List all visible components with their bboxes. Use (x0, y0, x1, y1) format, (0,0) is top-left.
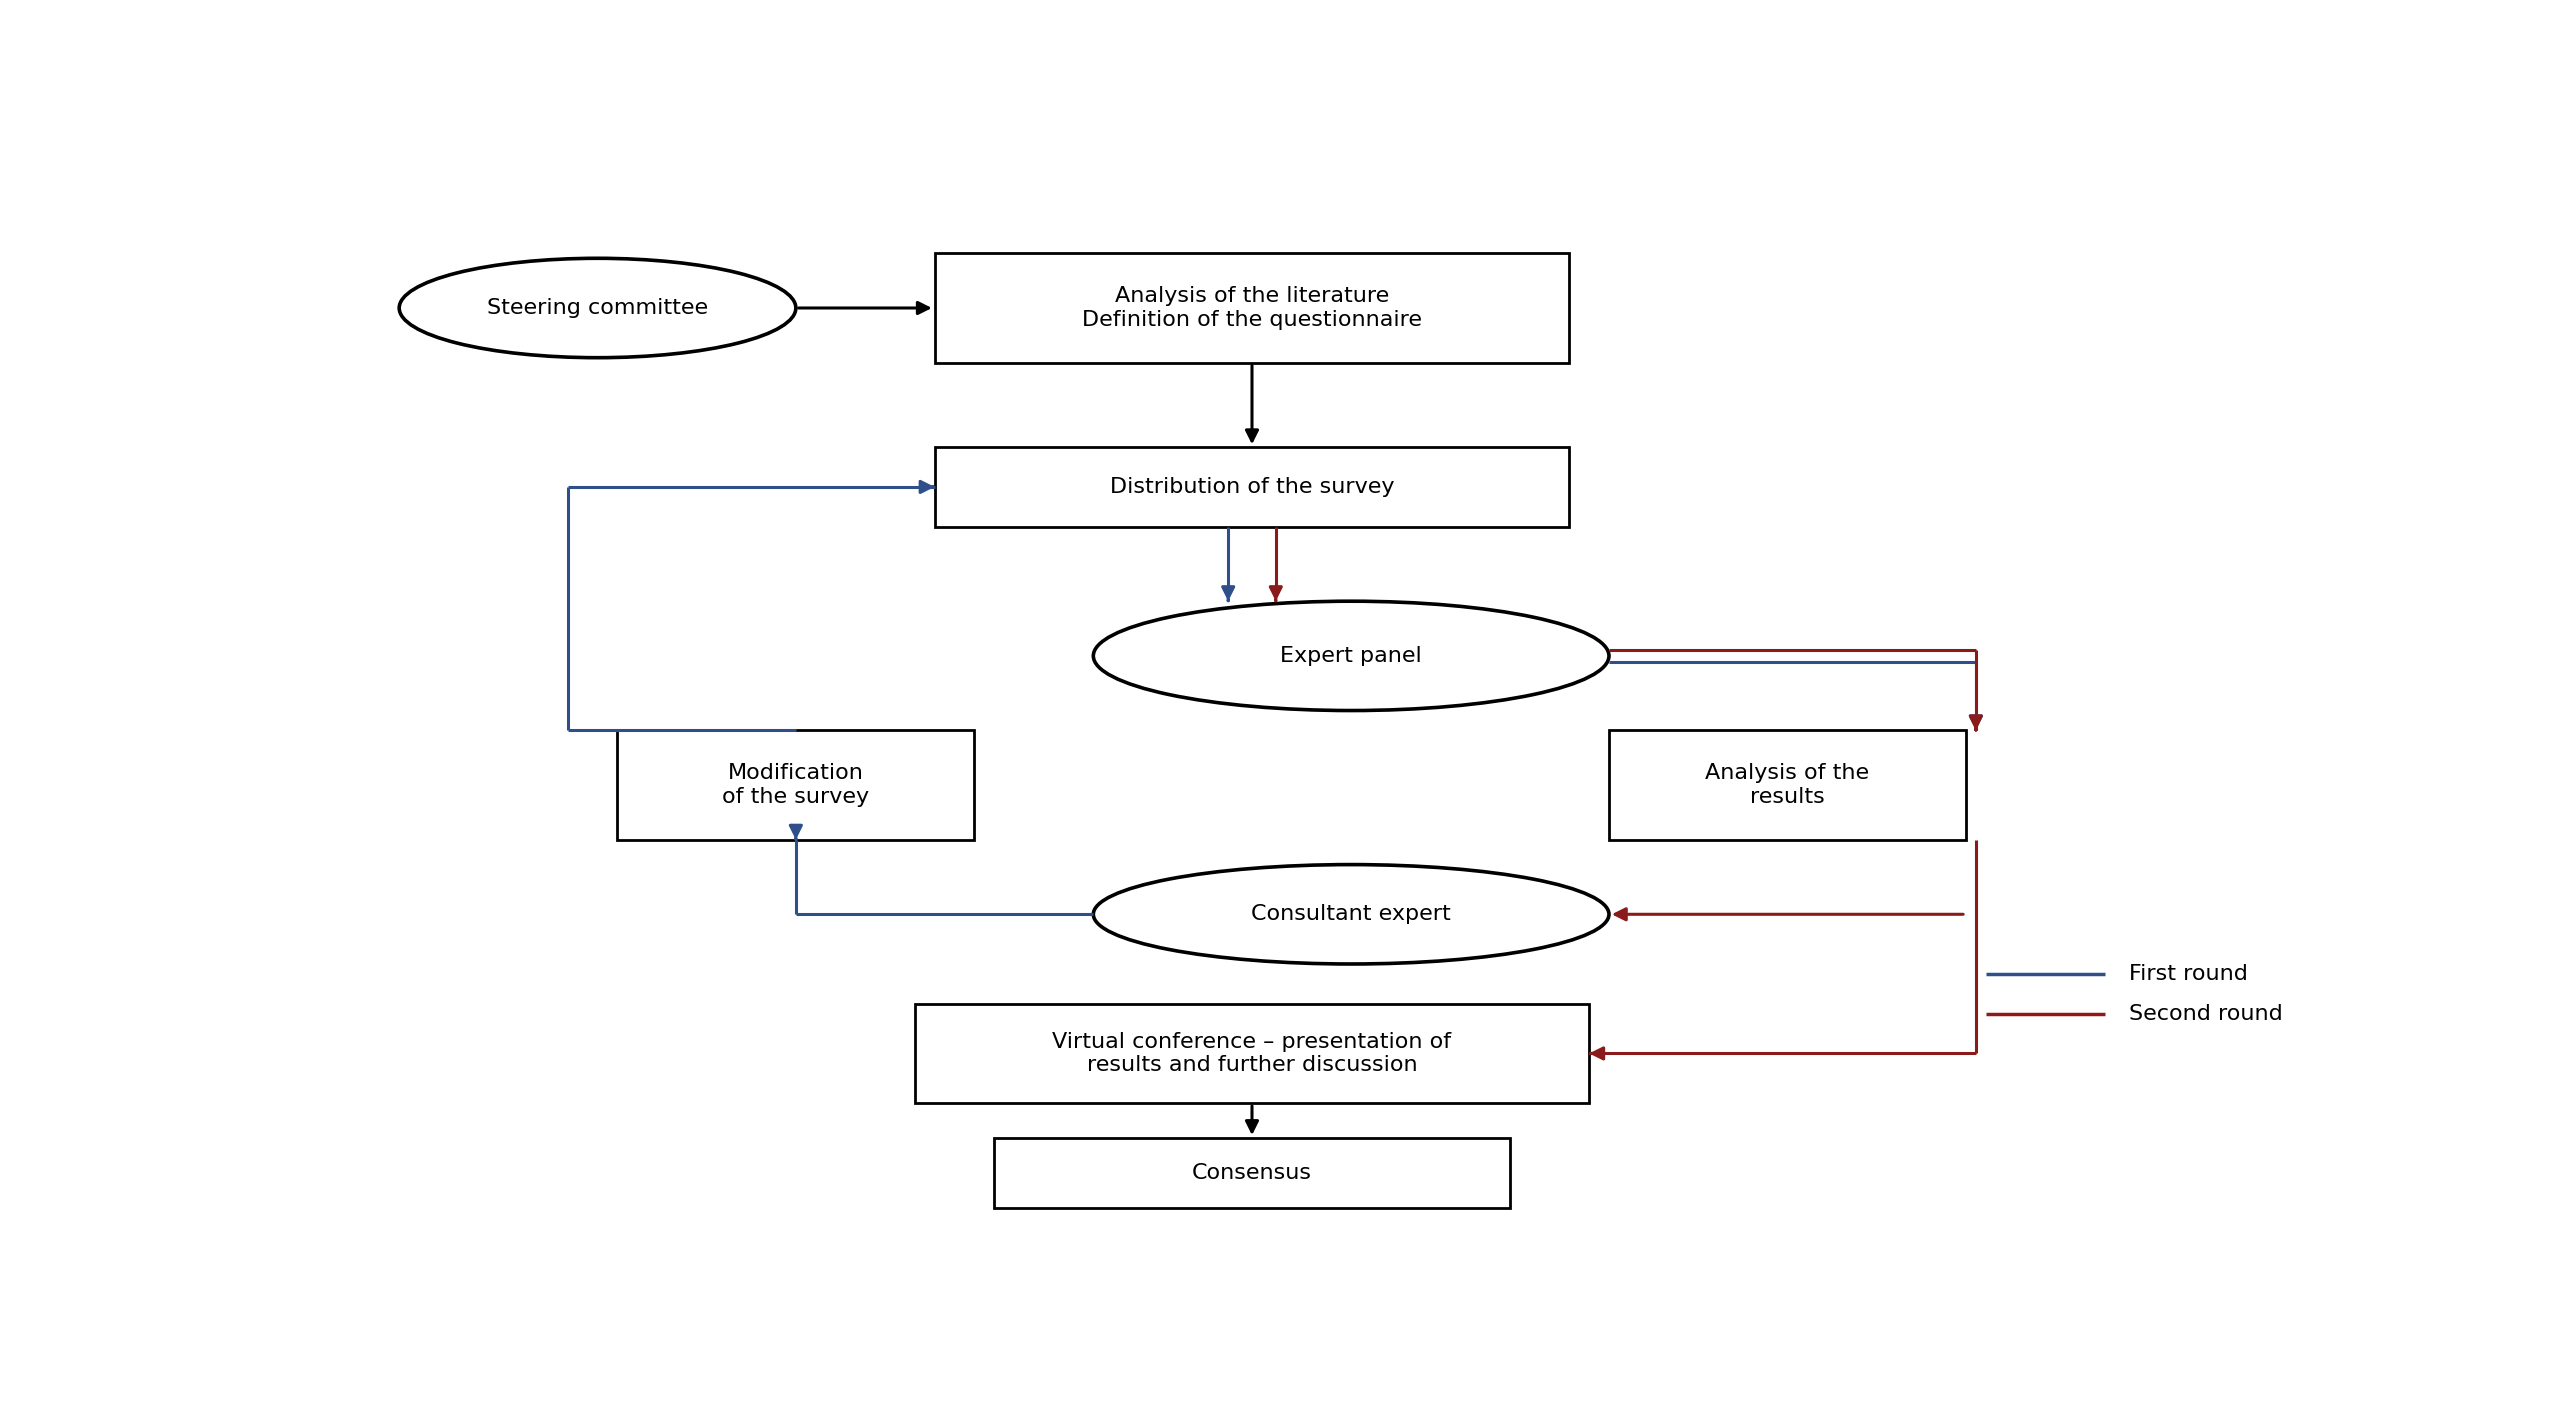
Text: Modification
of the survey: Modification of the survey (722, 764, 870, 806)
Ellipse shape (1093, 864, 1610, 964)
Text: Distribution of the survey: Distribution of the survey (1111, 477, 1395, 497)
FancyBboxPatch shape (993, 1138, 1510, 1207)
Text: Virtual conference – presentation of
results and further discussion: Virtual conference – presentation of res… (1052, 1031, 1451, 1075)
FancyBboxPatch shape (916, 1003, 1589, 1103)
Text: Analysis of the
results: Analysis of the results (1704, 764, 1871, 806)
Ellipse shape (399, 259, 796, 357)
Text: Analysis of the literature
Definition of the questionnaire: Analysis of the literature Definition of… (1082, 287, 1423, 329)
FancyBboxPatch shape (1610, 730, 1965, 840)
Text: Steering committee: Steering committee (486, 298, 709, 318)
Text: Expert panel: Expert panel (1280, 646, 1423, 666)
Text: Second round: Second round (2129, 1003, 2283, 1024)
FancyBboxPatch shape (934, 253, 1569, 363)
Ellipse shape (1093, 601, 1610, 711)
Text: Consultant expert: Consultant expert (1251, 905, 1451, 924)
Text: First round: First round (2129, 964, 2247, 983)
FancyBboxPatch shape (934, 447, 1569, 526)
FancyBboxPatch shape (617, 730, 975, 840)
Text: Consensus: Consensus (1192, 1162, 1313, 1183)
